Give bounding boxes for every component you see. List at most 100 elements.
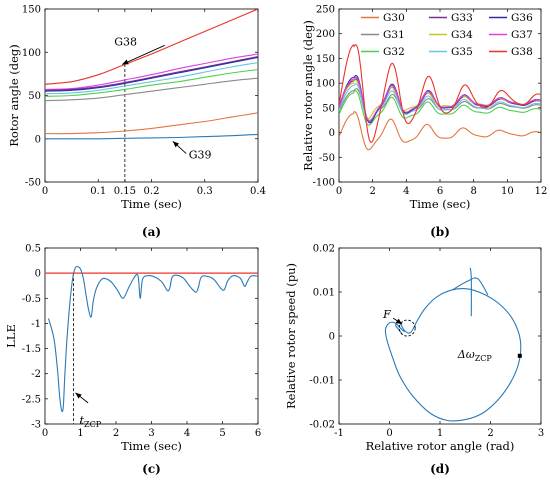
legend-label-G30: G30 — [383, 12, 405, 24]
legend-label-G36: G36 — [511, 12, 533, 24]
y-tick-label: -2.5 — [22, 394, 41, 405]
annotation-arrow-head — [75, 392, 82, 399]
y-tick-label: 250 — [316, 5, 335, 16]
x-axis-label: Relative rotor angle (rad) — [366, 439, 515, 453]
series-G30 — [45, 112, 258, 135]
y-tick-label: -1.5 — [22, 344, 41, 355]
x-axis-label: Time (sec) — [410, 197, 471, 211]
legend-label-G33: G33 — [451, 12, 473, 24]
x-tick-label: 0 — [386, 428, 392, 439]
y-tick-label: 0 — [329, 128, 335, 139]
y-tick-label: -100 — [313, 178, 335, 189]
y-tick-label: -0.01 — [309, 376, 335, 387]
series-trajectory — [384, 288, 522, 422]
y-tick-label: -0.5 — [22, 294, 41, 305]
x-tick-label: 4 — [184, 428, 190, 439]
plot-frame — [338, 247, 542, 425]
series-G35 — [45, 62, 258, 95]
annotation-arrow-head — [395, 318, 403, 325]
x-axis-label: Time (sec) — [121, 197, 182, 211]
y-tick-label: -50 — [25, 178, 41, 189]
legend-label-G35: G35 — [451, 46, 473, 58]
y-tick-label: 100 — [316, 79, 335, 90]
panel-b: 0 2 4 6 8 10 12 -100 -50 0 50 100 150 200 250 Time (sec… — [301, 5, 547, 240]
panel-label: (d) — [430, 462, 450, 476]
x-tick-label: 12 — [535, 186, 548, 197]
x-tick-label: 2 — [369, 186, 375, 197]
x-tick-label: 1 — [77, 428, 83, 439]
y-axis-label: Relative rotor speed (pu) — [284, 263, 298, 409]
panel-c: 0 1 2 3 4 5 6 -3 -2.5 -2 -1.5 -1 -0.5 0 0.5 Time (sec) L… — [4, 244, 261, 477]
annotation-G39: G39 — [189, 149, 212, 162]
panel-label: (c) — [142, 462, 161, 476]
y-axis-label: LLE — [4, 324, 18, 348]
plot-frame — [338, 8, 542, 183]
marker-zcp — [517, 353, 522, 358]
panel-label: (b) — [430, 225, 450, 239]
marker-F-circle — [398, 319, 416, 337]
y-tick-label: 0.02 — [313, 244, 335, 255]
x-tick-label: 3 — [148, 428, 154, 439]
x-tick-label: 0.1 — [90, 186, 106, 197]
x-tick-label: 1 — [437, 428, 443, 439]
series-G32 — [45, 68, 258, 97]
x-axis-label: Time (sec) — [121, 439, 182, 453]
series-G33 — [45, 56, 258, 91]
y-tick-label: 50 — [322, 103, 335, 114]
x-tick-label: 2 — [113, 428, 119, 439]
annotation-arrow-head — [172, 141, 179, 148]
x-tick-label: 0.2 — [144, 186, 160, 197]
y-tick-label: -2 — [31, 369, 41, 380]
x-tick-label: -1 — [334, 428, 344, 439]
x-tick-label: 2 — [487, 428, 493, 439]
x-tick-label: 6 — [255, 428, 261, 439]
legend-label-G31: G31 — [383, 29, 405, 41]
legend-label-G32: G32 — [383, 46, 405, 58]
y-tick-label: -3 — [31, 420, 41, 431]
x-tick-label: 3 — [538, 428, 544, 439]
y-tick-label: 200 — [316, 29, 335, 40]
series-G30 — [339, 111, 541, 151]
y-tick-label: 0 — [329, 332, 335, 343]
series-G37 — [45, 53, 258, 90]
y-tick-label: 0 — [35, 269, 41, 280]
x-tick-label: 5 — [219, 428, 225, 439]
label-zcp: ΔωZCP — [457, 348, 493, 363]
legend-label-G34: G34 — [451, 29, 473, 41]
label-F: F — [382, 308, 391, 321]
series-group — [339, 43, 541, 151]
y-tick-label: 50 — [28, 91, 41, 102]
x-tick-label: 0 — [336, 186, 342, 197]
x-tick-label: 4 — [403, 186, 409, 197]
annotation-arrow-line — [122, 44, 165, 65]
series-G38 — [45, 9, 258, 85]
y-tick-label: 150 — [316, 54, 335, 65]
y-axis-label: Rotor angle (deg) — [7, 44, 21, 147]
plot-frame — [44, 8, 259, 183]
x-tick-label: 0.15 — [114, 186, 136, 197]
panel-d: -1 0 1 2 3 -0.02 -0.01 0 0.01 0.02 Relative rotor … — [284, 244, 544, 477]
series-group — [45, 265, 258, 424]
series-branch — [452, 277, 489, 296]
y-tick-label: -50 — [319, 153, 335, 164]
y-tick-label: 100 — [22, 48, 41, 59]
y-axis-label: Relative rotor angle (deg) — [301, 20, 315, 171]
y-tick-label: -1 — [31, 319, 41, 330]
annotation-G38: G38 — [114, 35, 137, 48]
legend-label-G37: G37 — [511, 29, 533, 41]
series-G31 — [45, 77, 258, 102]
series-lle — [47, 265, 258, 413]
series-G39 — [45, 133, 258, 140]
annotation-tzcp: tZCP — [80, 414, 102, 429]
x-tick-label: 0.4 — [250, 186, 266, 197]
series-spike — [469, 267, 472, 317]
series-group — [384, 267, 522, 422]
legend-label-G38: G38 — [511, 46, 533, 58]
plot-frame — [44, 247, 259, 425]
series-G36 — [45, 56, 258, 92]
x-tick-label: 8 — [470, 186, 476, 197]
x-tick-label: 0 — [42, 428, 48, 439]
y-tick-label: -0.02 — [309, 420, 335, 431]
